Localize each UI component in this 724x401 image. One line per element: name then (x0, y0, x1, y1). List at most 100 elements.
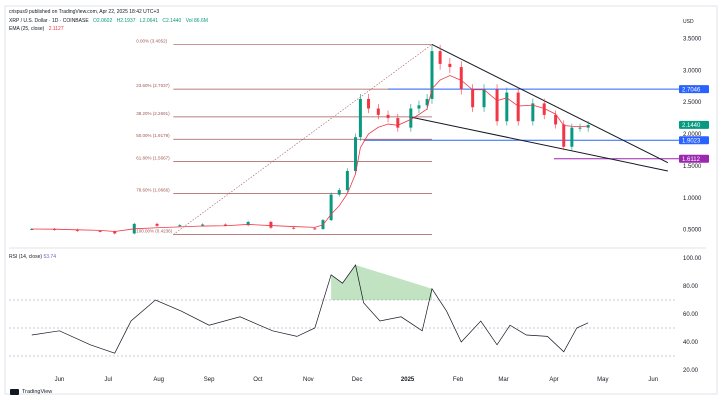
x-axis-tick: Apr (549, 377, 558, 383)
price-label-box (679, 154, 709, 163)
symbol-name[interactable]: XRP / U.S. Dollar · 1D · COINBASE (9, 18, 89, 24)
fib-level-label: 78.60% (1.0666) (136, 188, 170, 193)
candle-body (482, 89, 486, 108)
ema-label: EMA (25, close) (9, 26, 45, 32)
ema-legend[interactable]: EMA (25, close) 2.1127 (9, 26, 67, 32)
candle-body (570, 127, 574, 147)
candle-body (471, 89, 475, 108)
candle-body (448, 63, 452, 68)
x-axis-tick: Oct (253, 377, 263, 383)
candle-body (459, 67, 463, 90)
price-axis-tick: 2.0000 (683, 132, 702, 138)
price-axis-tick: 3.0000 (683, 68, 702, 74)
candle-body (396, 118, 400, 128)
x-axis-tick: Jul (104, 377, 112, 383)
x-axis-tick: Aug (153, 377, 164, 383)
price-label-text: 1.9023 (682, 138, 701, 144)
price-axis-tick: 0.5000 (683, 228, 702, 234)
tradingview-brand[interactable]: TradingView (10, 389, 52, 395)
price-label-text: 2.7046 (682, 87, 701, 93)
candle-body (554, 114, 558, 125)
candle-body (386, 114, 390, 119)
candle-body (155, 223, 159, 226)
tradingview-logo-icon (10, 389, 19, 395)
candle-body (358, 98, 362, 138)
candle-body (531, 103, 535, 122)
rsi-legend[interactable]: RSI (14, close) 53.74 (9, 254, 56, 260)
chart-border (4, 5, 718, 395)
candle-body (269, 221, 273, 228)
x-axis-tick: Mar (498, 377, 508, 383)
candle-body (337, 190, 341, 195)
candle-body (562, 124, 566, 147)
rsi-label: RSI (14, close) (9, 254, 43, 260)
brand-name: TradingView (22, 389, 53, 395)
candle-body (354, 137, 358, 171)
candle-body (578, 127, 582, 129)
candle-body (495, 89, 499, 122)
rsi-value: 53.74 (43, 254, 56, 260)
candle-body (430, 51, 434, 99)
x-axis-tick: 2025 (401, 377, 415, 383)
candle-body (313, 228, 317, 230)
rsi-axis-tick: 20.00 (683, 368, 699, 374)
candle-body (516, 92, 520, 122)
fib-level-label: 0.00% (3.4052) (136, 38, 167, 43)
x-axis-tick: May (597, 377, 608, 383)
price-axis-tick: 1.0000 (683, 196, 702, 202)
candle-body (292, 227, 296, 229)
fib-level-label: 38.20% (2.2691) (136, 111, 170, 116)
candle-body (505, 92, 509, 122)
candle-body (75, 229, 79, 231)
fib-level-label: 23.60% (2.7037) (136, 83, 170, 88)
x-axis-tick: Feb (453, 377, 464, 383)
candle-body (417, 105, 421, 109)
price-label-box (679, 85, 709, 94)
fib-level-label: 61.80% (1.5667) (136, 156, 170, 161)
x-axis-tick: Nov (303, 377, 314, 383)
candle-body (376, 108, 380, 115)
wedge-upper-line (431, 43, 669, 164)
rsi-line (31, 264, 589, 354)
candle-body (409, 108, 413, 128)
rsi-axis-tick: 40.00 (683, 340, 699, 346)
candle-body (98, 230, 102, 232)
author-line: crispus9 published on TradingView.com, A… (9, 9, 160, 15)
volume-value: Vol 86.6M (185, 18, 208, 24)
fib-trend-line (173, 44, 433, 235)
x-axis-tick: Sep (204, 377, 215, 383)
candle-body (246, 221, 250, 226)
candle-body (223, 224, 227, 226)
ohlc-close: C2.1440 (162, 18, 182, 24)
ohlc-open: O2.0602 (93, 18, 113, 24)
candle-body (542, 103, 546, 115)
candle-body (438, 51, 442, 64)
x-axis-tick: Jun (55, 377, 65, 383)
rsi-axis-tick: 80.00 (683, 284, 699, 290)
wedge-lower-line (409, 116, 668, 172)
fib-level-label: 50.00% (1.9179) (136, 133, 170, 138)
candle-body (329, 194, 333, 221)
candle-body (425, 98, 429, 106)
rsi-overbought-fill (331, 265, 432, 300)
candle-body (201, 224, 205, 226)
candle-body (367, 98, 371, 109)
ohlc-high: H2.1937 (116, 18, 136, 24)
price-label-box (679, 136, 709, 145)
rsi-axis-tick: 100.00 (683, 256, 702, 262)
candle-body (113, 231, 117, 234)
ema-line (31, 75, 589, 232)
price-label-box (679, 120, 709, 129)
ema-value: 2.1127 (48, 26, 64, 32)
fib-level-label: 100.00% (0.4236) (136, 228, 172, 233)
currency-label: USD (683, 19, 694, 25)
rsi-axis-tick: 60.00 (683, 312, 699, 318)
price-axis-tick: 3.5000 (683, 36, 702, 42)
price-axis-tick: 1.5000 (683, 164, 702, 170)
ohlc-low: L2.0641 (139, 18, 158, 24)
price-axis-tick: 2.5000 (683, 100, 702, 106)
candle-body (345, 170, 349, 191)
x-axis-tick: Dec (352, 377, 363, 383)
